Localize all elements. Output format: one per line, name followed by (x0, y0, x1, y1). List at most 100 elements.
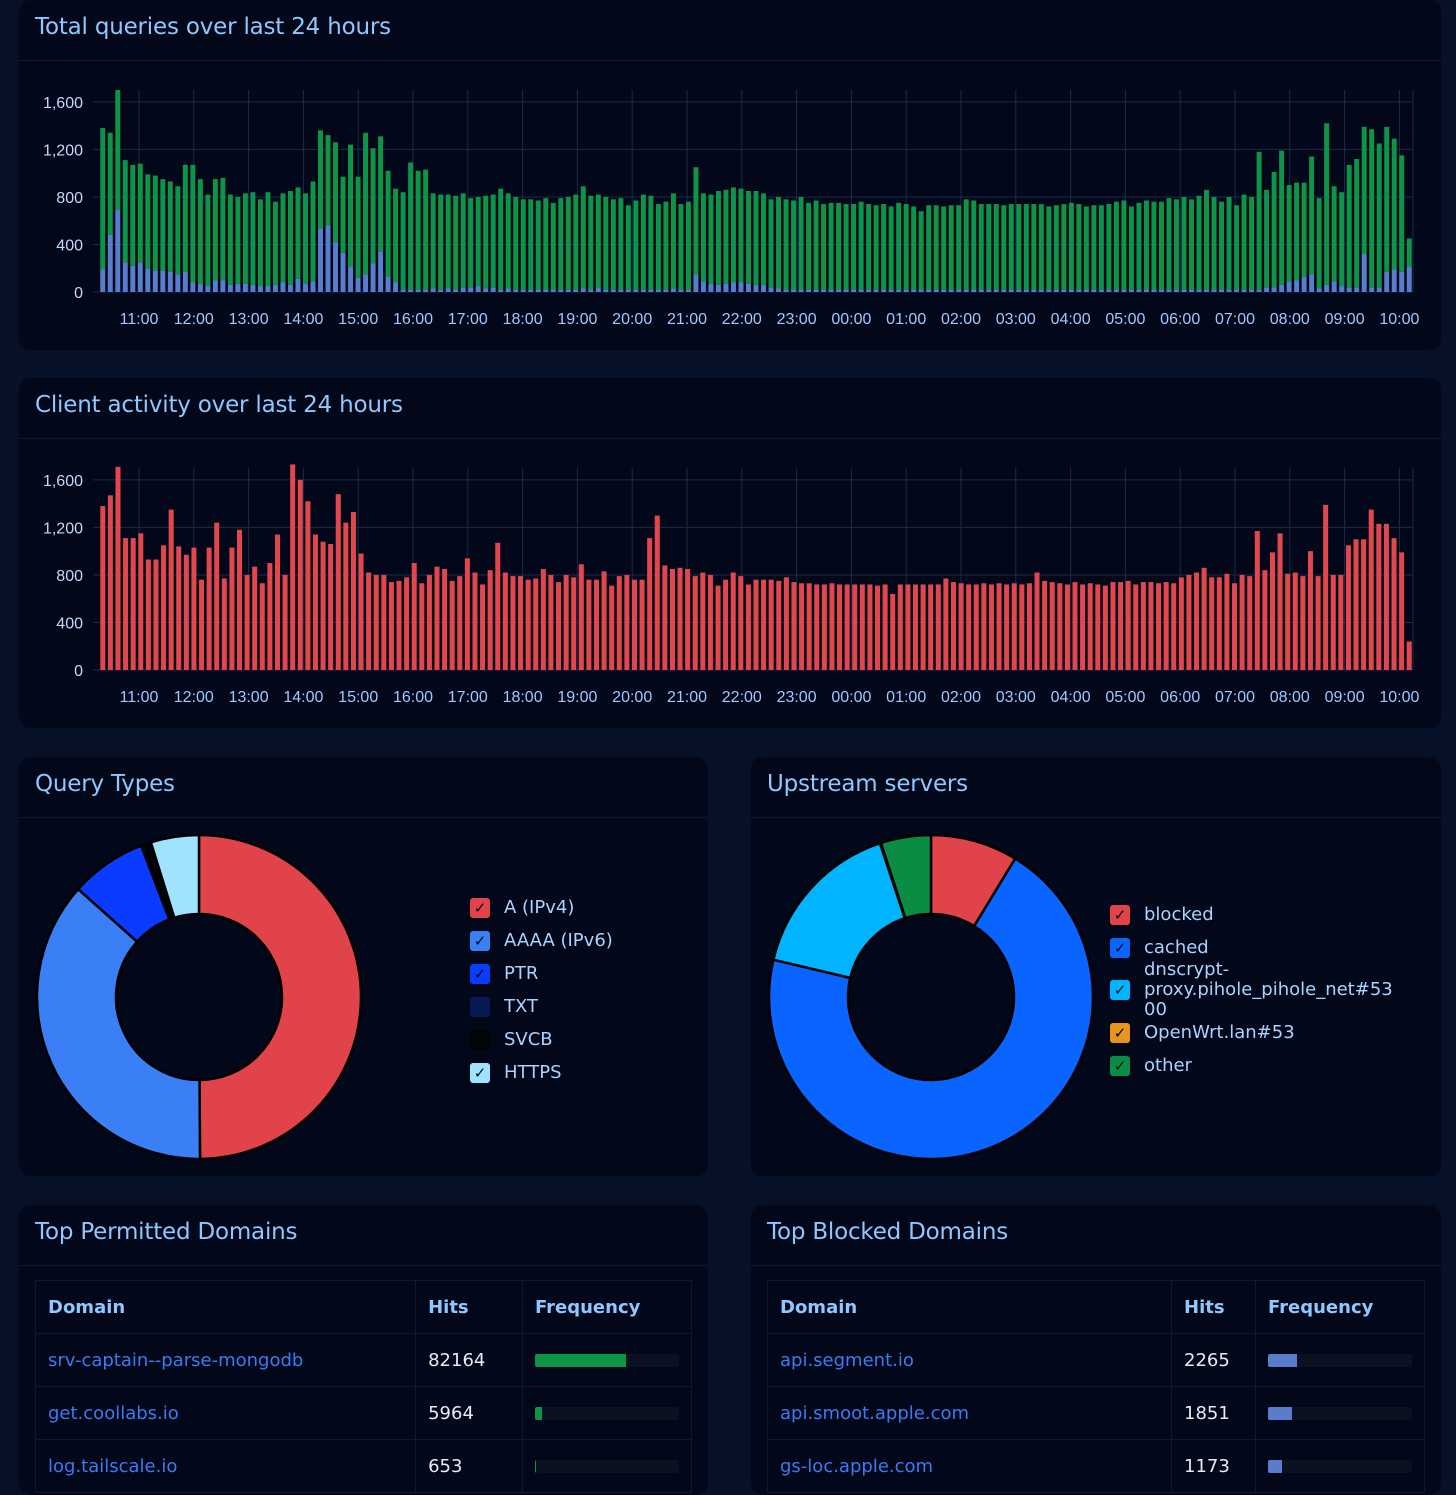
bar-cached[interactable] (588, 289, 594, 292)
bar-clients[interactable] (533, 578, 539, 670)
bar-clients[interactable] (654, 515, 660, 670)
bar-cached[interactable] (1189, 289, 1194, 292)
bar-permitted[interactable] (828, 202, 834, 290)
domain-link[interactable]: api.smoot.apple.com (766, 1386, 1173, 1440)
bar-cached[interactable] (535, 289, 541, 292)
slice-aaaa-ipv6-[interactable] (35, 887, 202, 1161)
bar-permitted[interactable] (1301, 182, 1307, 277)
bar-permitted[interactable] (625, 205, 631, 290)
checkbox-icon[interactable]: ✓ (1110, 980, 1130, 1000)
bar-permitted[interactable] (1143, 200, 1149, 290)
bar-cached[interactable] (640, 289, 646, 292)
bar-cached[interactable] (1023, 289, 1029, 292)
legend-item[interactable]: ✓ TXT (470, 990, 613, 1023)
bar-permitted[interactable] (595, 194, 601, 288)
bar-permitted[interactable] (460, 193, 466, 288)
bar-cached[interactable] (1339, 286, 1345, 292)
bar-cached[interactable] (528, 289, 534, 292)
bar-cached[interactable] (933, 289, 939, 292)
bar-cached[interactable] (513, 289, 519, 292)
bar-clients[interactable] (837, 584, 843, 670)
bar-cached[interactable] (1346, 287, 1352, 292)
upstream-servers-doughnut[interactable] (761, 827, 1101, 1167)
bar-cached[interactable] (310, 281, 316, 292)
bar-clients[interactable] (958, 583, 964, 670)
bar-clients[interactable] (1004, 584, 1010, 670)
bar-clients[interactable] (1019, 584, 1025, 670)
bar-permitted[interactable] (1279, 150, 1285, 285)
bar-permitted[interactable] (483, 195, 489, 289)
bar-cached[interactable] (543, 289, 549, 292)
bar-permitted[interactable] (580, 186, 586, 289)
bar-clients[interactable] (373, 574, 379, 670)
bar-clients[interactable] (859, 584, 865, 670)
bar-permitted[interactable] (685, 201, 691, 290)
legend-item[interactable]: ✓ OpenWrt.lan#53 (1110, 1016, 1404, 1049)
bar-clients[interactable] (935, 584, 941, 670)
bar-cached[interactable] (370, 263, 376, 292)
checkbox-icon[interactable]: ✓ (470, 1029, 490, 1050)
bar-cached[interactable] (1046, 289, 1052, 292)
bar-cached[interactable] (227, 284, 233, 292)
bar-clients[interactable] (502, 572, 508, 670)
bar-clients[interactable] (1353, 539, 1359, 670)
bar-permitted[interactable] (1376, 143, 1382, 288)
bar-permitted[interactable] (1324, 123, 1330, 285)
bar-cached[interactable] (333, 242, 338, 292)
bar-permitted[interactable] (318, 130, 323, 230)
bar-clients[interactable] (753, 579, 759, 670)
legend-item[interactable]: ✓ other (1110, 1049, 1404, 1082)
bar-permitted[interactable] (1008, 204, 1014, 290)
bar-cached[interactable] (272, 284, 278, 292)
bar-cached[interactable] (160, 270, 166, 292)
bar-cached[interactable] (1264, 287, 1270, 292)
bar-permitted[interactable] (993, 204, 999, 290)
bar-permitted[interactable] (1113, 201, 1119, 290)
bar-cached[interactable] (730, 282, 736, 292)
bar-cached[interactable] (1324, 284, 1330, 292)
bar-clients[interactable] (1239, 574, 1245, 670)
bar-clients[interactable] (1368, 509, 1374, 670)
bar-permitted[interactable] (137, 163, 143, 263)
bar-permitted[interactable] (1264, 189, 1270, 288)
bar-clients[interactable] (685, 569, 691, 670)
domain-column-header[interactable]: Domain (34, 1280, 417, 1334)
bar-permitted[interactable] (1166, 198, 1172, 290)
bar-clients[interactable] (1072, 582, 1078, 670)
bar-permitted[interactable] (903, 204, 909, 290)
bar-clients[interactable] (578, 564, 584, 670)
bar-clients[interactable] (814, 584, 820, 670)
bar-cached[interactable] (761, 284, 766, 292)
bar-cached[interactable] (618, 289, 624, 292)
bar-clients[interactable] (890, 593, 896, 670)
bar-clients[interactable] (593, 579, 600, 670)
bar-permitted[interactable] (648, 195, 654, 290)
bar-clients[interactable] (457, 576, 463, 670)
bar-permitted[interactable] (535, 200, 541, 290)
bar-clients[interactable] (1383, 523, 1389, 670)
bar-clients[interactable] (677, 567, 683, 670)
bar-clients[interactable] (548, 574, 554, 670)
bar-cached[interactable] (348, 267, 354, 292)
bar-permitted[interactable] (843, 204, 849, 290)
legend-item[interactable]: ✓ cached (1110, 931, 1404, 964)
bar-clients[interactable] (1064, 584, 1070, 670)
bar-cached[interactable] (1061, 289, 1067, 292)
bar-permitted[interactable] (430, 193, 436, 289)
bar-permitted[interactable] (378, 136, 384, 252)
bar-permitted[interactable] (1256, 151, 1262, 290)
bar-permitted[interactable] (881, 204, 887, 290)
bar-permitted[interactable] (355, 176, 361, 278)
bar-cached[interactable] (1128, 289, 1134, 292)
bar-cached[interactable] (385, 276, 391, 292)
bar-permitted[interactable] (408, 162, 414, 290)
bar-permitted[interactable] (746, 191, 751, 284)
bar-permitted[interactable] (310, 181, 316, 282)
bar-cached[interactable] (1219, 289, 1225, 292)
bar-clients[interactable] (624, 574, 630, 670)
bar-cached[interactable] (685, 289, 691, 292)
bar-cached[interactable] (438, 289, 444, 292)
bar-cached[interactable] (1211, 289, 1217, 292)
bar-cached[interactable] (836, 289, 842, 292)
bar-cached[interactable] (355, 277, 361, 292)
